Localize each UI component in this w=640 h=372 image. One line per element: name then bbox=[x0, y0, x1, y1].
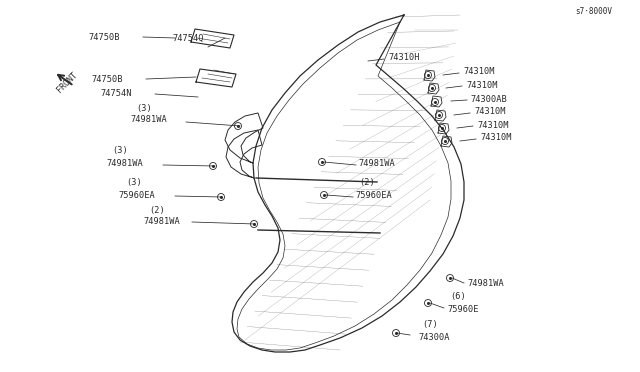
Text: 75960EA: 75960EA bbox=[355, 192, 392, 201]
Text: 74981WA: 74981WA bbox=[106, 158, 143, 167]
Text: 74310H: 74310H bbox=[388, 54, 419, 62]
Text: (3): (3) bbox=[136, 103, 152, 112]
Text: 74981WA: 74981WA bbox=[467, 279, 504, 288]
Text: 75960EA: 75960EA bbox=[118, 192, 155, 201]
Text: (2): (2) bbox=[149, 205, 164, 215]
Text: (3): (3) bbox=[126, 179, 141, 187]
Text: (6): (6) bbox=[450, 292, 466, 301]
Text: 74300AB: 74300AB bbox=[470, 94, 507, 103]
Text: 74300A: 74300A bbox=[418, 334, 449, 343]
Text: 74754Q: 74754Q bbox=[172, 33, 204, 42]
Text: FRONT: FRONT bbox=[55, 70, 79, 94]
Text: 74310M: 74310M bbox=[466, 80, 497, 90]
Text: 74754N: 74754N bbox=[100, 90, 131, 99]
Text: 74310M: 74310M bbox=[463, 67, 495, 77]
Text: 74310M: 74310M bbox=[474, 108, 506, 116]
Text: 74981WA: 74981WA bbox=[143, 218, 180, 227]
Text: (3): (3) bbox=[112, 147, 128, 155]
Text: (2): (2) bbox=[359, 179, 375, 187]
Text: 74981WA: 74981WA bbox=[358, 158, 395, 167]
Text: 74310M: 74310M bbox=[480, 134, 511, 142]
Text: 74310M: 74310M bbox=[477, 121, 509, 129]
Text: (7): (7) bbox=[422, 321, 438, 330]
Text: 74750B: 74750B bbox=[88, 32, 120, 42]
Text: 75960E: 75960E bbox=[447, 305, 479, 314]
Text: s7·8000V: s7·8000V bbox=[575, 7, 612, 16]
Text: 74750B: 74750B bbox=[91, 74, 122, 83]
Text: 74981WA: 74981WA bbox=[130, 115, 167, 125]
